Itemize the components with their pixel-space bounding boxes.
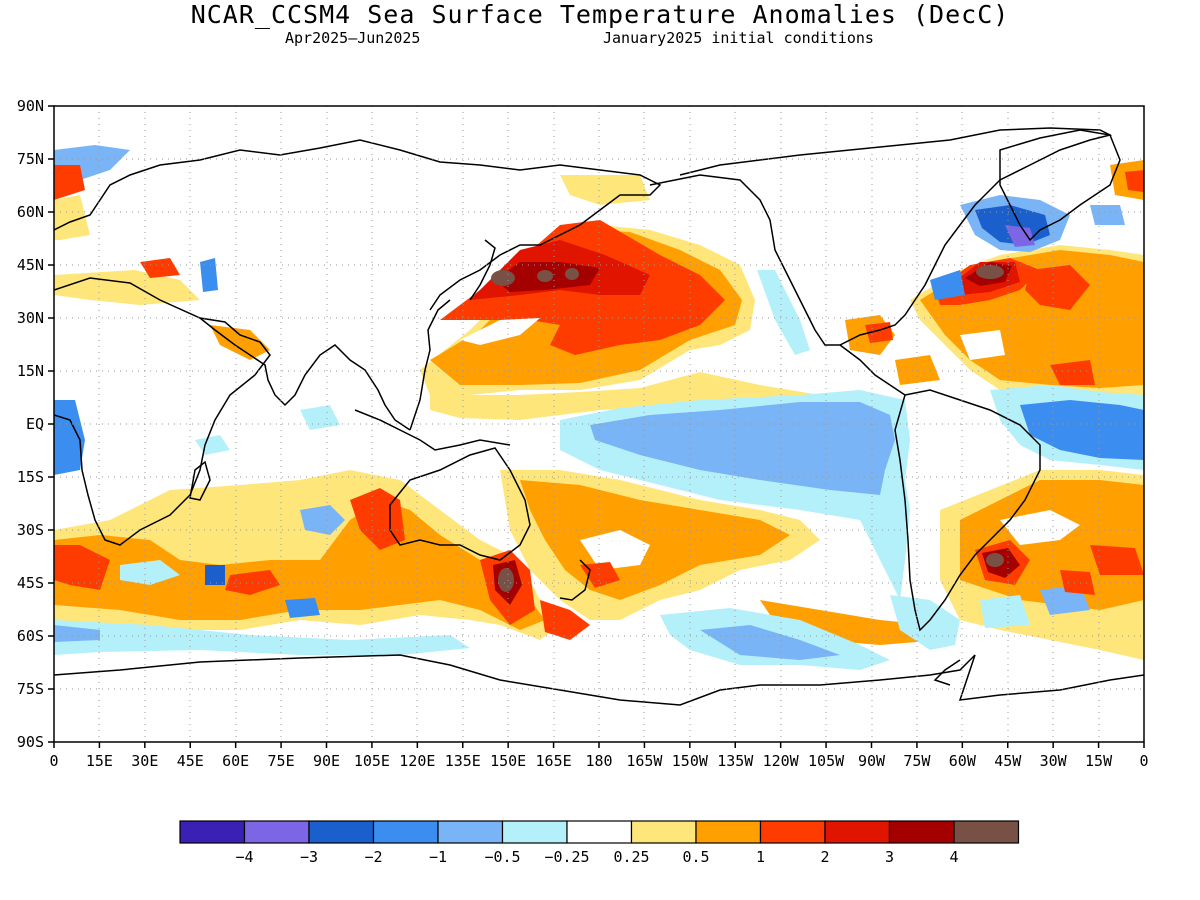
colorbar-swatch <box>566 820 633 844</box>
latitude-label: 15N <box>17 362 44 380</box>
colorbar-label: −3 <box>300 848 318 866</box>
longitude-label: 75E <box>268 752 295 770</box>
initial-conditions: January2025 initial conditions <box>603 29 874 47</box>
colorbar-swatch <box>888 820 955 844</box>
colorbar-label: 1 <box>756 848 765 866</box>
longitude-label: 180 <box>585 752 612 770</box>
longitude-label: 30W <box>1040 752 1068 770</box>
longitude-label: 90E <box>313 752 340 770</box>
longitude-label: 75W <box>903 752 931 770</box>
longitude-label: 150E <box>490 752 526 770</box>
longitude-label: 105E <box>354 752 390 770</box>
longitude-label: 105W <box>808 752 845 770</box>
coastlines <box>54 127 1144 706</box>
latitude-label: 75S <box>17 680 44 698</box>
colorbar-swatch <box>243 820 310 844</box>
longitude-label: 165E <box>536 752 572 770</box>
colorbar: −4 −3 −2 −1 −0.5 −0.25 0.25 0.5 1 2 3 4 <box>179 820 1020 866</box>
longitude-label: 120W <box>763 752 800 770</box>
gridlines <box>54 106 1144 742</box>
longitude-label: 45E <box>177 752 204 770</box>
colorbar-swatch <box>630 820 697 844</box>
longitude-label: 0 <box>49 752 58 770</box>
longitude-label: 0 <box>1139 752 1148 770</box>
colorbar-label: 4 <box>949 848 958 866</box>
colorbar-swatch <box>953 820 1020 844</box>
colorbar-label: −0.5 <box>484 848 520 866</box>
longitude-label: 135W <box>717 752 754 770</box>
colorbar-swatch <box>372 820 439 844</box>
latitude-label: 45S <box>17 574 44 592</box>
longitude-label: 165W <box>626 752 663 770</box>
colorbar-swatch <box>437 820 504 844</box>
longitude-label: 60E <box>222 752 249 770</box>
colorbar-label: 3 <box>885 848 894 866</box>
longitude-label: 150W <box>672 752 709 770</box>
latitude-label: 30S <box>17 521 44 539</box>
colorbar-label: −0.25 <box>544 848 589 866</box>
colorbar-swatch <box>759 820 826 844</box>
colorbar-label: −2 <box>364 848 382 866</box>
colorbar-label: 0.25 <box>613 848 649 866</box>
longitude-label: 30E <box>131 752 158 770</box>
colorbar-swatch <box>308 820 375 844</box>
latitude-label: 90N <box>17 97 44 115</box>
colorbar-swatch <box>179 820 246 844</box>
colorbar-label: −4 <box>235 848 253 866</box>
longitude-label: 120E <box>399 752 435 770</box>
latitude-label: 30N <box>17 309 44 327</box>
longitude-label: 45W <box>994 752 1022 770</box>
colorbar-label: 0.5 <box>682 848 709 866</box>
longitude-label: 15E <box>86 752 113 770</box>
colorbar-swatch <box>501 820 568 844</box>
latitude-label: EQ <box>26 415 44 433</box>
latitude-label: 90S <box>17 733 44 751</box>
latitude-label: 60S <box>17 627 44 645</box>
colorbar-label: 2 <box>820 848 829 866</box>
latitude-axis: 90N 75N 60N 45N 30N 15N EQ 15S 30S 45S 60S 75S 90S <box>17 97 54 751</box>
forecast-period: Apr2025–Jun2025 <box>285 29 421 47</box>
longitude-label: 60W <box>949 752 977 770</box>
colorbar-swatch <box>695 820 762 844</box>
latitude-label: 45N <box>17 256 44 274</box>
longitude-label: 15W <box>1085 752 1113 770</box>
colorbar-swatch <box>824 820 891 844</box>
longitude-label: 90W <box>858 752 886 770</box>
longitude-axis: 0 15E 30E 45E 60E 75E 90E 105E 120E 135E 150E 165E 1… <box>49 742 1149 770</box>
map-title: NCAR_CCSM4 Sea Surface Temperature Anoma… <box>190 0 1010 29</box>
latitude-label: 75N <box>17 150 44 168</box>
latitude-label: 15S <box>17 468 44 486</box>
colorbar-label: −1 <box>429 848 447 866</box>
latitude-label: 60N <box>17 203 44 221</box>
longitude-label: 135E <box>445 752 481 770</box>
